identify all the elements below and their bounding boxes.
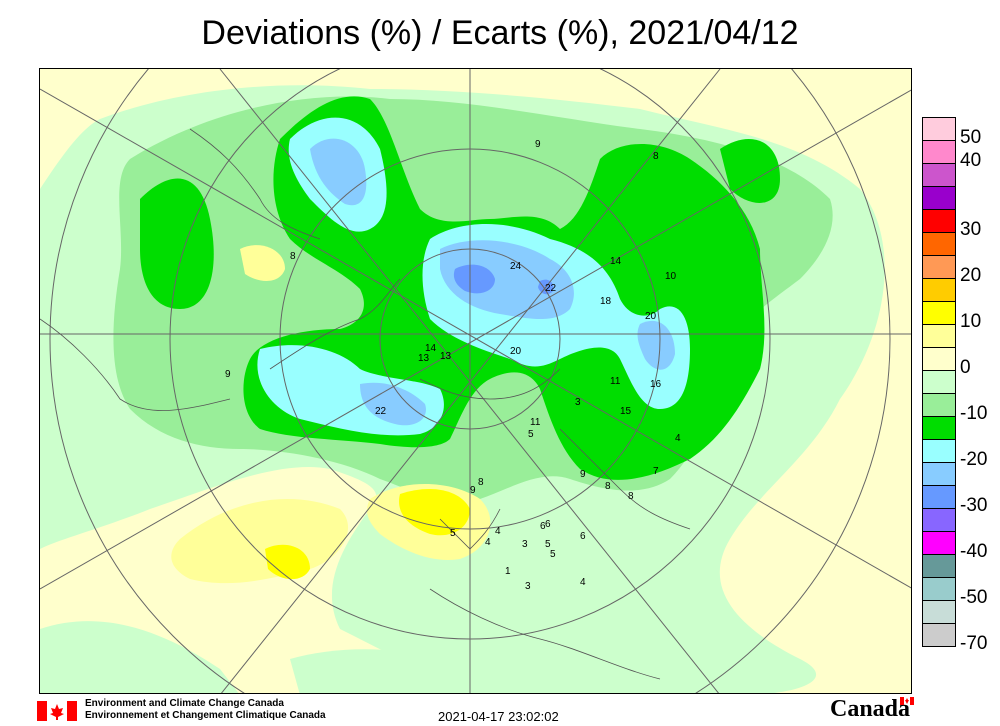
contour-label: 6 (580, 531, 586, 542)
legend-swatch (922, 416, 956, 440)
contour-region-bright-yellow-atlantic (265, 544, 310, 580)
contour-label: 4 (485, 537, 491, 548)
contour-region-bright-green-east (720, 139, 780, 203)
contour-label: 5 (545, 539, 551, 550)
contour-label: 8 (605, 481, 611, 492)
legend-swatch (922, 324, 956, 348)
contour-region-blue-center (453, 264, 495, 294)
legend-tick-label: -10 (960, 403, 988, 424)
contour-label: 20 (510, 346, 522, 357)
contour-region-pale-green-south (40, 621, 239, 693)
contour-label: 13 (440, 351, 452, 362)
contour-label: 4 (495, 526, 501, 537)
contour-label: 22 (375, 406, 387, 417)
contour-region-light-blue-west (360, 382, 426, 426)
contour-label: 9 (535, 139, 541, 150)
org-name-en: Environment and Climate Change Canada (85, 698, 284, 709)
contour-label: 15 (620, 406, 632, 417)
contour-label: 9 (470, 485, 476, 496)
canada-flag-icon (37, 701, 77, 721)
legend-swatch (922, 347, 956, 371)
canada-wordmark: Canada (830, 696, 911, 722)
legend-swatch (922, 462, 956, 486)
contour-label: 18 (600, 296, 612, 307)
legend-swatch (922, 255, 956, 279)
legend-swatch (922, 623, 956, 647)
coastlines (40, 128, 691, 680)
legend-swatch (922, 439, 956, 463)
legend-swatch (922, 531, 956, 555)
legend-tick-label: -20 (960, 449, 988, 470)
contour-label: 3 (522, 539, 528, 550)
contour-label: 16 (650, 379, 662, 390)
legend-tick-label: 0 (960, 357, 971, 378)
contour-label: 11 (610, 376, 621, 387)
legend-swatch (922, 577, 956, 601)
contour-label: 10 (665, 271, 677, 282)
legend-swatch (922, 485, 956, 509)
contour-label: 13 (418, 353, 430, 364)
contour-label: 6 (545, 519, 551, 530)
contour-label: 1 (505, 566, 511, 577)
contour-region-pale-green-bottom (290, 649, 508, 693)
org-name-fr: Environnement et Changement Climatique C… (85, 710, 326, 721)
timestamp: 2021-04-17 23:02:02 (438, 709, 559, 724)
legend-swatch (922, 508, 956, 532)
contour-label: 14 (610, 256, 622, 267)
legend-swatch (922, 140, 956, 164)
contour-label: 24 (510, 261, 522, 272)
contour-label: 9 (225, 369, 231, 380)
legend-swatch (922, 209, 956, 233)
legend-swatch (922, 232, 956, 256)
page-title: Deviations (%) / Ecarts (%), 2021/04/12 (201, 14, 799, 52)
contour-label: 14 (425, 343, 437, 354)
legend-tick-label: -50 (960, 587, 988, 608)
legend-tick-label: -30 (960, 495, 988, 516)
contour-label: 4 (580, 577, 586, 588)
legend-swatch (922, 186, 956, 210)
contour-label: 22 (545, 283, 557, 294)
contour-label: 3 (575, 397, 581, 408)
legend-swatch (922, 163, 956, 187)
contour-label: 6 (540, 521, 546, 532)
wordmark-flag-icon (900, 697, 914, 705)
contour-label: 8 (478, 477, 484, 488)
legend-swatch (922, 370, 956, 394)
contour-region-bright-green-west (140, 178, 214, 309)
legend-tick-label: 20 (960, 265, 982, 286)
contour-region-light-blue-east (637, 320, 675, 370)
legend-tick-label: 10 (960, 311, 982, 332)
contour-region-light-blue-arctic (310, 138, 367, 206)
legend-swatch (922, 117, 956, 141)
contour-label: 5 (550, 549, 556, 560)
contour-label: 20 (645, 311, 657, 322)
contour-label: 8 (653, 151, 659, 162)
contour-label: 5 (528, 429, 534, 440)
contour-label: 7 (653, 466, 659, 477)
legend-swatch (922, 278, 956, 302)
contour-label: 4 (675, 433, 681, 444)
contour-region-light-blue-central (440, 240, 574, 319)
legend-swatch (922, 393, 956, 417)
contour-region-bright-yellow-uk (399, 489, 470, 536)
legend-tick-label: -70 (960, 633, 988, 654)
legend-tick-label: -40 (960, 541, 988, 562)
contour-label: 8 (290, 251, 296, 262)
contour-label: 5 (450, 528, 456, 539)
legend-tick-label: 50 (960, 127, 982, 148)
contour-label: 9 (580, 469, 586, 480)
graticule (40, 69, 911, 693)
legend-swatch (922, 554, 956, 578)
legend-tick-label: 40 (960, 150, 982, 171)
contour-label: 8 (628, 491, 634, 502)
polar-stereographic-map: 9 8 8 8 24 22 14 10 18 20 16 11 15 13 3 11 5 9 4 6 8 7 8 6 5 5 4 3 1… (39, 68, 912, 694)
contour-region-yellow-northwest (240, 245, 285, 281)
contour-label: 3 (525, 581, 531, 592)
contour-label: 11 (530, 417, 541, 428)
legend-tick-label: 30 (960, 219, 982, 240)
legend-swatch (922, 301, 956, 325)
legend-swatch (922, 600, 956, 624)
